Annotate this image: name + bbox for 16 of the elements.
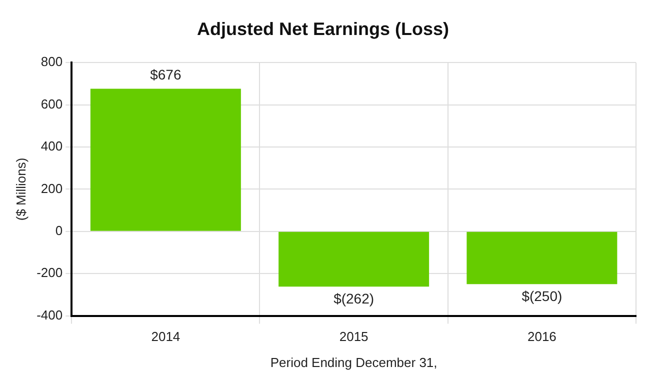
data-label: $676 [150,66,182,83]
chart-title: Adjusted Net Earnings (Loss) [196,18,450,39]
data-label: $(250) [522,288,562,304]
y-tick-label: -400 [36,307,63,322]
data-label: $(262) [334,290,374,307]
x-tick-label: 2015 [339,329,368,344]
x-tick-label: 2016 [527,329,556,344]
y-tick-label: 800 [40,54,63,70]
y-axis-title: ($ Millions) [13,158,28,221]
y-tick-label: -200 [36,265,63,280]
y-tick-label: 400 [40,138,63,154]
y-tick-label: 200 [40,180,63,196]
y-tick-label: 600 [40,96,63,112]
y-tick-label: 0 [55,222,63,238]
x-tick-label: 2014 [151,329,180,344]
x-axis-title: Period Ending December 31, [270,354,438,370]
